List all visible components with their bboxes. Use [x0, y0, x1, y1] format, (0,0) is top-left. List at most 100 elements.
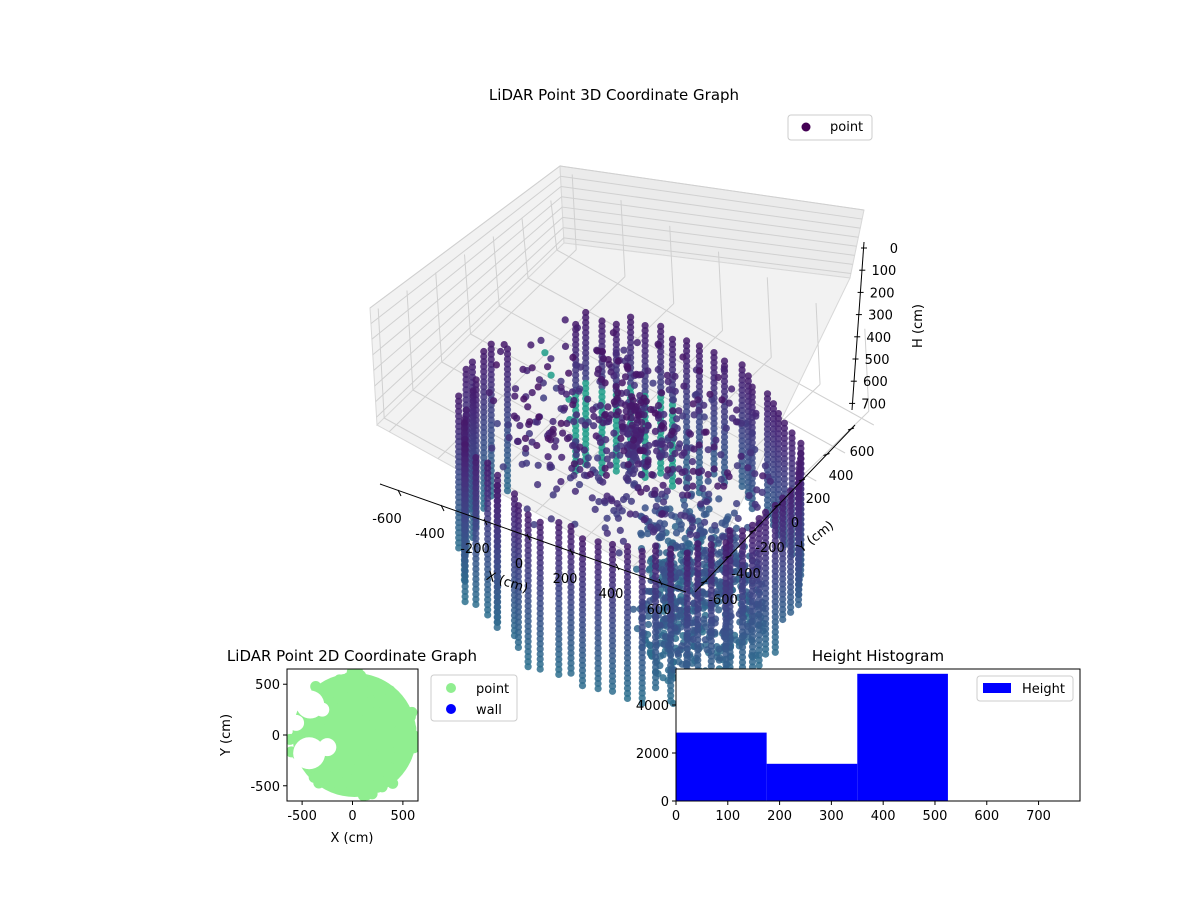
point-3d: [623, 573, 632, 581]
back-grid-x: [620, 200, 626, 277]
point-3d: [688, 516, 696, 524]
point-3d: [638, 664, 646, 672]
point-3d: [762, 630, 770, 638]
point-3d: [567, 603, 575, 612]
point-3d: [582, 435, 590, 443]
point-3d: [480, 408, 488, 416]
point-3d: [583, 461, 591, 469]
point-2d: [304, 719, 316, 731]
point-3d: [745, 492, 753, 500]
point-3d: [536, 584, 544, 592]
point-3d: [720, 458, 729, 466]
point-3d: [461, 476, 469, 484]
point-3d: [755, 520, 763, 528]
point-3d: [536, 549, 544, 557]
point-2d: [379, 720, 391, 732]
point-3d: [557, 478, 565, 486]
point-3d: [779, 585, 787, 593]
point-3d: [578, 596, 587, 604]
point-3d: [747, 449, 755, 457]
x-tick-label-3d: -400: [415, 527, 445, 542]
point-3d: [707, 597, 715, 605]
point-3d: [658, 566, 666, 574]
point-3d: [514, 572, 523, 581]
point-3d: [533, 441, 541, 450]
x-tick-label-3d: 200: [553, 572, 578, 587]
point-3d: [668, 477, 677, 485]
point-3d: [706, 390, 714, 398]
point-3d: [503, 355, 512, 363]
point-3d: [722, 615, 730, 623]
point-3d: [694, 651, 702, 659]
point-3d: [738, 427, 746, 435]
point-3d: [755, 575, 763, 583]
point-3d: [695, 441, 703, 449]
point-3d: [524, 556, 532, 565]
point-3d: [780, 424, 789, 432]
point-3d: [578, 656, 587, 664]
left-grid-h: [370, 175, 561, 324]
point-3d: [694, 621, 702, 629]
point-2d: [348, 689, 360, 701]
point-3d: [780, 419, 789, 427]
point-3d: [480, 352, 488, 361]
point-3d: [570, 471, 578, 480]
point-3d: [710, 465, 718, 473]
point-3d: [695, 458, 704, 466]
point-3d: [652, 567, 660, 575]
point-3d: [695, 453, 704, 461]
point-3d: [608, 497, 616, 505]
point-3d: [707, 591, 715, 600]
point-3d: [455, 448, 463, 456]
point-3d: [638, 598, 646, 606]
point-3d: [623, 558, 632, 566]
point-3d: [738, 638, 747, 646]
point-3d: [608, 657, 617, 665]
point-3d: [614, 514, 623, 522]
point-3d: [608, 596, 617, 604]
point-3d: [667, 616, 675, 624]
point-3d: [665, 386, 673, 394]
point-3d: [461, 562, 469, 570]
point-3d: [654, 365, 662, 374]
point-3d: [619, 537, 628, 545]
point-3d: [582, 405, 590, 413]
point-3d: [738, 482, 746, 490]
point-3d: [524, 663, 532, 671]
histogram-y-tick-label: 2000: [636, 747, 669, 762]
point-3d: [613, 411, 621, 419]
gap-2d: [315, 702, 330, 717]
point-3d: [536, 640, 544, 648]
point-3d: [683, 595, 691, 603]
point-3d: [667, 596, 675, 604]
point-3d: [683, 362, 691, 370]
point-3d: [582, 389, 590, 398]
z-tick-label-3d: 700: [861, 397, 886, 412]
point-3d: [484, 545, 492, 553]
point-3d: [722, 635, 730, 643]
point-3d: [461, 582, 469, 591]
point-3d: [797, 439, 805, 447]
point-3d: [623, 694, 632, 703]
point-3d: [524, 536, 532, 544]
point-3d: [578, 570, 587, 578]
point-3d: [494, 471, 502, 479]
point-2d: [360, 686, 371, 698]
left-grid-h: [372, 196, 562, 356]
point-3d: [499, 463, 507, 471]
point-3d: [623, 543, 632, 551]
point-3d: [787, 512, 795, 520]
point-3d: [582, 314, 590, 322]
point-3d: [674, 649, 682, 658]
point-3d: [567, 644, 575, 652]
point-3d: [710, 359, 718, 367]
point-3d: [787, 558, 795, 566]
point-2d: [371, 697, 382, 709]
point-3d: [629, 470, 637, 478]
left-grid-h: [375, 227, 564, 402]
point-3d: [462, 365, 470, 373]
point-3d: [722, 589, 730, 598]
point-3d: [623, 603, 632, 611]
